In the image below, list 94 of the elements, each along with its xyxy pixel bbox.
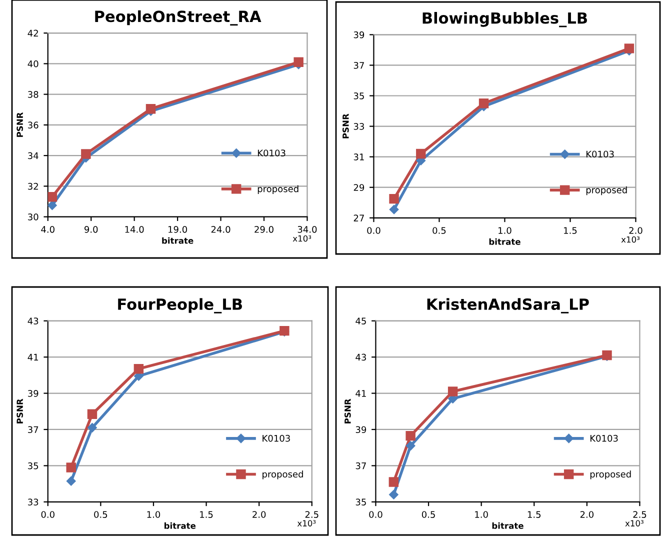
point [389, 490, 398, 500]
point [389, 204, 399, 214]
y-tick-label: 42 [28, 30, 38, 36]
point [624, 44, 634, 54]
point [81, 149, 91, 159]
y-tick-label: 37 [356, 462, 366, 470]
legend-label: proposed [586, 186, 627, 196]
y-tick-label: 34 [28, 152, 38, 160]
point [134, 364, 144, 374]
y-tick-label: 40 [28, 60, 38, 68]
x-tick-label: 24.0 [211, 226, 230, 233]
x-tick-label: 4.0 [41, 226, 54, 233]
x-tick-label: 1.5 [200, 511, 213, 518]
legend-label: proposed [262, 470, 303, 480]
x-tick-label: 0.5 [94, 511, 108, 518]
chart-title: KristenAndSara_LP [427, 298, 589, 314]
point [448, 386, 458, 396]
y-tick-label: 43 [356, 354, 366, 361]
chart-title: PeopleOnStreet_RA [95, 10, 262, 26]
point [389, 194, 399, 204]
point [416, 148, 426, 159]
y-axis-title: PSNR [16, 112, 23, 137]
x-tick-label: 2.5 [305, 511, 318, 518]
legend-label: K0103 [586, 150, 614, 158]
point [48, 192, 58, 202]
y-axis-title: PSNR [342, 114, 349, 138]
x-tick-label: 0.5 [422, 511, 435, 518]
text: x10³ [297, 520, 316, 526]
x-tick-label: 1.0 [498, 227, 512, 234]
x-tick-label: 9.0 [84, 226, 98, 233]
point [478, 98, 489, 108]
y-tick-label: 33 [28, 498, 38, 506]
x-tick-label: 14.0 [125, 226, 144, 233]
chart-title: FourPeople_LB [118, 298, 242, 314]
y-tick-label: 29 [354, 184, 364, 191]
legend-label: proposed [590, 470, 631, 480]
y-tick-label: 35 [28, 462, 38, 470]
x-axis-title: bitrate [489, 238, 520, 245]
x-tick-label: 34.0 [298, 226, 317, 233]
y-tick-label: 39 [28, 390, 38, 397]
y-tick-label: 32 [28, 182, 38, 190]
y-tick-label: 37 [28, 426, 38, 434]
point [294, 57, 304, 68]
point [146, 104, 156, 114]
x-tick-label: 1.5 [528, 511, 541, 518]
x-axis-title: bitrate [492, 522, 524, 529]
text: x10³ [625, 520, 644, 526]
text: x10³ [292, 235, 312, 242]
y-tick-label: 30 [28, 214, 38, 220]
y-tick-label: 38 [28, 91, 38, 98]
point [48, 200, 57, 210]
legend-label: proposed [258, 185, 298, 194]
x-tick-label: 1.5 [564, 227, 577, 234]
x-axis-title: bitrate [164, 522, 196, 529]
y-tick-label: 43 [28, 318, 38, 324]
legend-label: K0103 [262, 434, 290, 442]
point [87, 409, 98, 419]
x-axis-title: bitrate [162, 237, 194, 244]
y-tick-label: 35 [354, 92, 364, 100]
x-tick-label: 0.5 [432, 227, 446, 234]
y-tick-label: 33 [354, 123, 364, 130]
x-tick-label: 1.0 [475, 511, 488, 518]
y-tick-label: 39 [356, 426, 366, 434]
y-tick-label: 35 [356, 498, 366, 506]
y-tick-label: 41 [28, 354, 38, 360]
y-tick-label: 39 [354, 31, 364, 38]
y-tick-label: 45 [356, 318, 366, 324]
text: x10³ [621, 236, 640, 243]
point [66, 462, 76, 472]
x-tick-label: 2.5 [633, 511, 646, 518]
x-tick-label: 29.0 [254, 226, 274, 233]
y-tick-label: 41 [356, 390, 366, 397]
y-axis-title: PSNR [16, 398, 23, 424]
x-tick-label: 19.0 [168, 226, 188, 233]
x-tick-label: 2.0 [580, 511, 594, 518]
point [406, 441, 416, 450]
x-tick-label: 0.0 [367, 227, 380, 234]
x-tick-label: 0.0 [369, 511, 382, 518]
point [388, 477, 399, 487]
legend-label: K0103 [258, 150, 286, 156]
x-tick-label: 1.0 [147, 511, 160, 518]
y-tick-label: 31 [354, 154, 364, 160]
x-tick-label: 0.0 [41, 511, 54, 518]
x-tick-label: 2.0 [629, 227, 642, 234]
point [66, 476, 76, 486]
y-axis-title: PSNR [344, 398, 351, 424]
y-tick-label: 37 [354, 62, 364, 69]
point [88, 423, 97, 432]
point [406, 430, 416, 441]
y-tick-label: 27 [354, 214, 364, 222]
chart-title: BlowingBubbles_LB [422, 12, 587, 28]
x-tick-label: 2.0 [252, 511, 266, 518]
y-tick-label: 36 [28, 122, 38, 128]
legend-label: K0103 [590, 434, 618, 442]
